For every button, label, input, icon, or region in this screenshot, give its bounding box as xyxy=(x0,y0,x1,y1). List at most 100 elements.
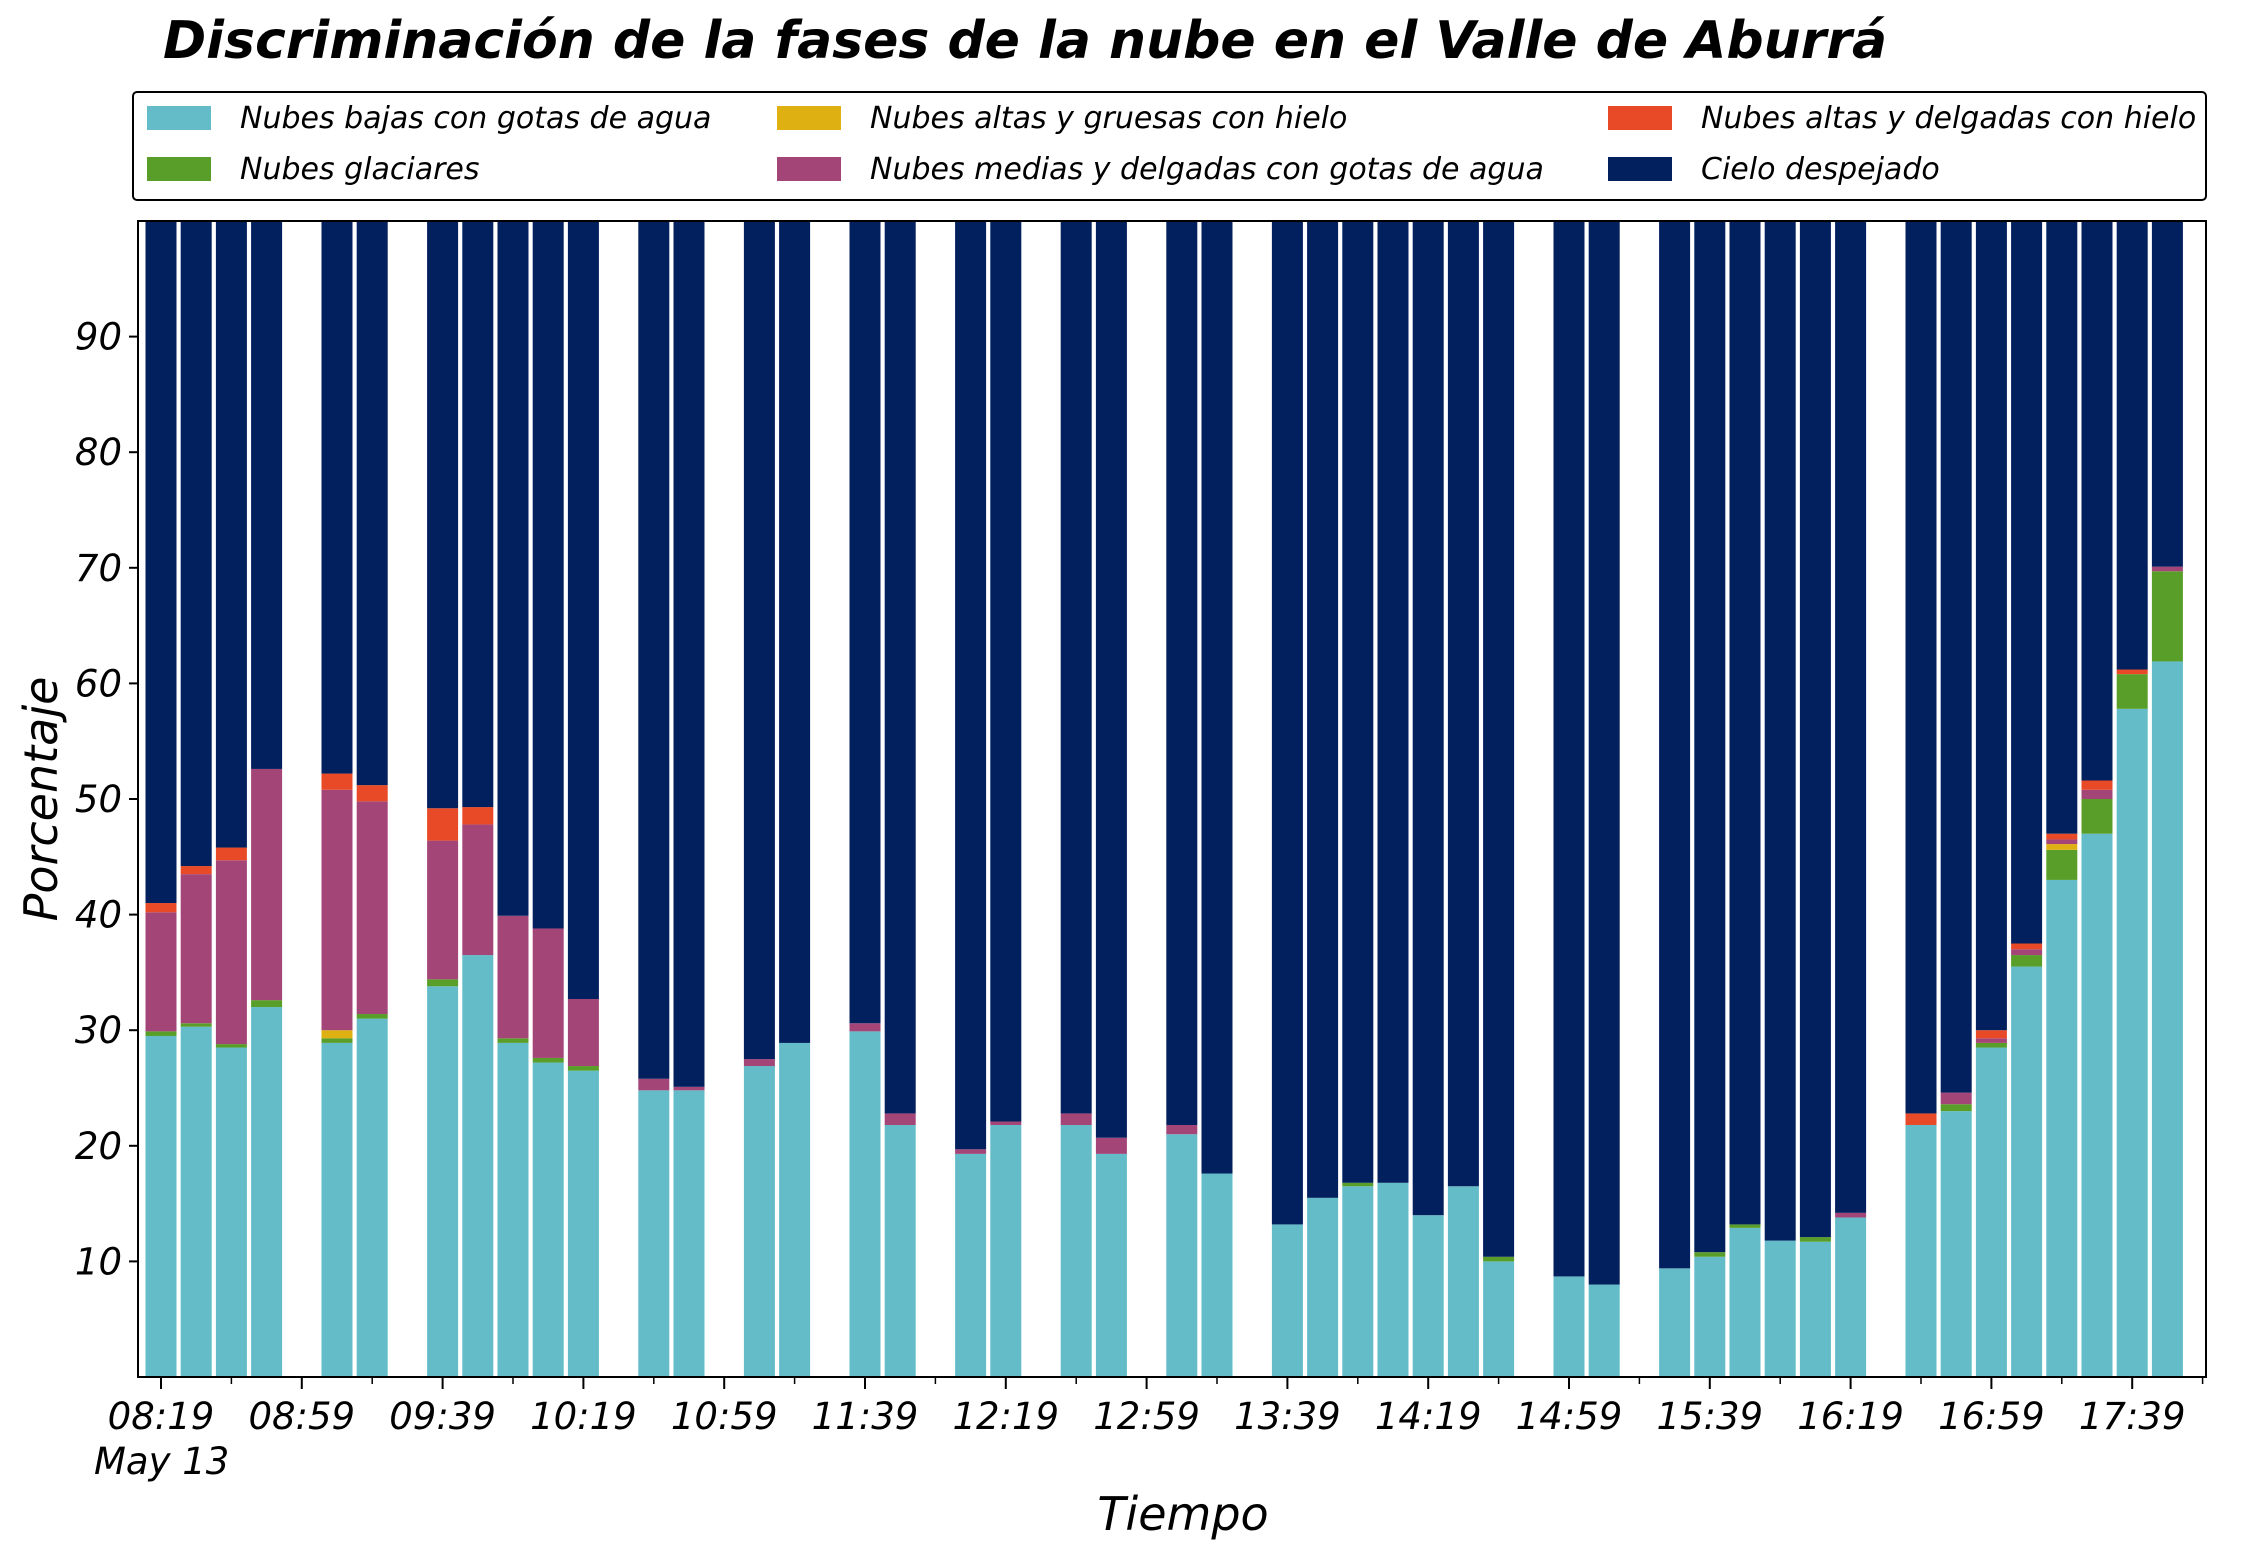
y-axis: 10 20 30 40 50 60 70 80 90 xyxy=(75,316,138,1283)
bar-segment-nubes-bajas-con-gotas-de-agua xyxy=(743,1066,775,1377)
bar-segment-nubes-bajas-con-gotas-de-agua xyxy=(1412,1215,1444,1377)
bar-segment-nubes-medias-y-delgadas-con-gotas-de-agua xyxy=(743,1059,775,1067)
bar-segment-nubes-bajas-con-gotas-de-agua xyxy=(1201,1173,1233,1377)
x-tick-label: 08:59 xyxy=(248,1395,355,1438)
bar-segment-cielo-despejado xyxy=(673,221,705,1087)
bar-segment-nubes-glaciares xyxy=(497,1038,529,1043)
y-tick-label: 80 xyxy=(75,431,122,474)
bar-segment-nubes-medias-y-delgadas-con-gotas-de-agua xyxy=(1060,1113,1092,1125)
bar-segment-nubes-bajas-con-gotas-de-agua xyxy=(1694,1256,1726,1377)
legend-label-nubes-altas-y-gruesas-con-hielo: Nubes altas y gruesas con hielo xyxy=(870,101,1347,136)
bar-segment-nubes-bajas-con-gotas-de-agua xyxy=(2011,966,2043,1377)
bar-segment-nubes-altas-y-gruesas-con-hielo xyxy=(321,1030,353,1039)
bar-segment-nubes-medias-y-delgadas-con-gotas-de-agua xyxy=(2046,839,2078,845)
bar-segment-cielo-despejado xyxy=(1307,221,1339,1198)
x-tick-label: 12:59 xyxy=(1093,1395,1200,1438)
bar-segment-cielo-despejado xyxy=(321,221,353,774)
bar-segment-cielo-despejado xyxy=(497,221,529,916)
bar-segment-nubes-bajas-con-gotas-de-agua xyxy=(2151,661,2183,1377)
bar-segment-cielo-despejado xyxy=(2081,221,2113,781)
bar-segment-nubes-medias-y-delgadas-con-gotas-de-agua xyxy=(356,801,388,1015)
bar-segment-cielo-despejado xyxy=(2151,221,2183,567)
bar-segment-nubes-bajas-con-gotas-de-agua xyxy=(215,1047,247,1377)
y-tick-label: 40 xyxy=(75,894,122,937)
bar-segment-cielo-despejado xyxy=(462,221,494,808)
bar-segment-nubes-bajas-con-gotas-de-agua xyxy=(1764,1240,1796,1377)
y-tick-label: 10 xyxy=(75,1240,122,1283)
bar-segment-nubes-glaciares xyxy=(1483,1256,1515,1262)
bar-segment-nubes-altas-y-delgadas-con-hielo xyxy=(427,808,459,841)
bar-segment-nubes-medias-y-delgadas-con-gotas-de-agua xyxy=(215,860,247,1045)
bar-segment-nubes-glaciares xyxy=(2011,955,2043,967)
bar-segment-nubes-glaciares xyxy=(2151,571,2183,662)
bar-segment-cielo-despejado xyxy=(1975,221,2007,1031)
bar-segment-cielo-despejado xyxy=(1412,221,1444,1216)
x-tick-label: 10:19 xyxy=(530,1395,637,1438)
bar-segment-nubes-altas-y-delgadas-con-hielo xyxy=(462,807,494,825)
y-tick-label: 60 xyxy=(75,662,122,705)
bar-segment-cielo-despejado xyxy=(638,221,670,1079)
bar-segment-nubes-medias-y-delgadas-con-gotas-de-agua xyxy=(145,912,177,1032)
bar-segment-cielo-despejado xyxy=(743,221,775,1060)
bar-segment-nubes-bajas-con-gotas-de-agua xyxy=(1975,1047,2007,1377)
bar-segment-nubes-altas-y-delgadas-con-hielo xyxy=(1975,1030,2007,1039)
bar-segment-nubes-bajas-con-gotas-de-agua xyxy=(955,1153,987,1377)
x-tick-label: 11:39 xyxy=(812,1395,919,1438)
bar-segment-cielo-despejado xyxy=(215,221,247,848)
bar-segment-nubes-altas-y-delgadas-con-hielo xyxy=(2011,943,2043,950)
x-tick-label: 08:19 xyxy=(108,1395,215,1438)
legend-swatch-nubes-altas-y-delgadas-con-hielo xyxy=(1608,106,1672,130)
bar-segment-nubes-glaciares xyxy=(321,1038,353,1043)
bar-segment-nubes-bajas-con-gotas-de-agua xyxy=(1095,1153,1127,1377)
bar-segment-nubes-altas-y-gruesas-con-hielo xyxy=(2046,844,2078,850)
bar-segment-nubes-bajas-con-gotas-de-agua xyxy=(180,1026,212,1377)
y-tick-label: 70 xyxy=(75,547,122,590)
bar-segment-cielo-despejado xyxy=(849,221,881,1024)
bar-segment-nubes-bajas-con-gotas-de-agua xyxy=(1553,1276,1585,1377)
bar-segment-nubes-bajas-con-gotas-de-agua xyxy=(1307,1197,1339,1377)
bar-segment-nubes-bajas-con-gotas-de-agua xyxy=(497,1042,529,1377)
legend-swatch-nubes-medias-y-delgadas-con-gotas-de-agua xyxy=(777,157,841,181)
bar-segment-nubes-bajas-con-gotas-de-agua xyxy=(145,1035,177,1377)
bar-segment-nubes-bajas-con-gotas-de-agua xyxy=(462,955,494,1377)
bar-segment-nubes-medias-y-delgadas-con-gotas-de-agua xyxy=(884,1113,916,1125)
bar-segment-cielo-despejado xyxy=(1588,221,1620,1285)
x-date-label: May 13 xyxy=(94,1440,229,1483)
bar-segment-nubes-bajas-con-gotas-de-agua xyxy=(1588,1284,1620,1377)
bar-segment-nubes-bajas-con-gotas-de-agua xyxy=(2046,879,2078,1377)
bar-segment-nubes-glaciares xyxy=(356,1014,388,1019)
bar-segment-cielo-despejado xyxy=(1835,221,1867,1213)
legend-label-nubes-glaciares: Nubes glaciares xyxy=(240,152,480,187)
bar-segment-cielo-despejado xyxy=(1764,221,1796,1241)
bar-segment-nubes-bajas-con-gotas-de-agua xyxy=(2081,833,2113,1377)
bar-segment-nubes-medias-y-delgadas-con-gotas-de-agua xyxy=(673,1086,705,1091)
bar-segment-nubes-bajas-con-gotas-de-agua xyxy=(638,1090,670,1377)
bar-segment-nubes-glaciares xyxy=(1729,1224,1761,1228)
x-tick-label: 14:19 xyxy=(1375,1395,1482,1438)
bar-segment-cielo-despejado xyxy=(1201,221,1233,1174)
bar-segment-cielo-despejado xyxy=(779,221,811,1043)
bar-segment-nubes-bajas-con-gotas-de-agua xyxy=(532,1062,564,1377)
bar-segment-nubes-medias-y-delgadas-con-gotas-de-agua xyxy=(1095,1137,1127,1154)
bar-segment-cielo-despejado xyxy=(1342,221,1374,1183)
bar-segment-nubes-bajas-con-gotas-de-agua xyxy=(567,1070,599,1377)
bar-segment-nubes-glaciares xyxy=(1342,1182,1374,1187)
bar-segment-nubes-medias-y-delgadas-con-gotas-de-agua xyxy=(849,1023,881,1032)
bar-segment-nubes-altas-y-delgadas-con-hielo xyxy=(2081,780,2113,790)
bar-segment-nubes-bajas-con-gotas-de-agua xyxy=(1271,1224,1303,1377)
bar-segment-cielo-despejado xyxy=(1940,221,1972,1093)
legend-swatch-cielo-despejado xyxy=(1608,157,1672,181)
bar-segment-nubes-medias-y-delgadas-con-gotas-de-agua xyxy=(251,768,283,1001)
bar-segment-cielo-despejado xyxy=(1729,221,1761,1225)
y-axis-label: Porcentaje xyxy=(14,677,68,922)
chart-title: Discriminación de la fases de la nube en… xyxy=(163,11,1887,71)
bar-segment-nubes-altas-y-delgadas-con-hielo xyxy=(145,903,177,913)
bar-segment-nubes-bajas-con-gotas-de-agua xyxy=(990,1124,1022,1377)
bar-segment-nubes-bajas-con-gotas-de-agua xyxy=(673,1090,705,1377)
legend-label-cielo-despejado: Cielo despejado xyxy=(1701,152,1940,187)
x-tick-label: 16:19 xyxy=(1797,1395,1904,1438)
bar-segment-cielo-despejado xyxy=(1166,221,1198,1125)
bar-segment-cielo-despejado xyxy=(1271,221,1303,1225)
y-tick-label: 50 xyxy=(75,778,122,821)
bar-segment-nubes-medias-y-delgadas-con-gotas-de-agua xyxy=(462,824,494,956)
